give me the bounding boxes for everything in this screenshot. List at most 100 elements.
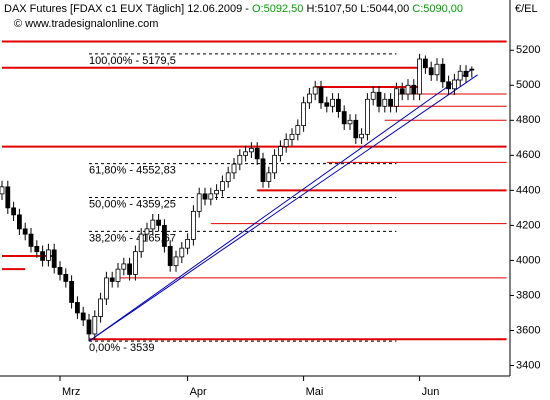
candle-body (243, 151, 249, 156)
candle-body (185, 238, 191, 249)
y-tick-label: 4200 (516, 219, 540, 231)
candle-body (92, 316, 98, 335)
trendline (88, 74, 478, 342)
candle-body (75, 302, 80, 314)
candle-body (376, 91, 382, 107)
candle-body (283, 139, 289, 147)
candle-body (306, 93, 312, 104)
candle-body (225, 172, 231, 183)
y-tick-label: 3600 (516, 324, 540, 336)
candle-body (202, 193, 208, 200)
candle-body (330, 98, 336, 107)
y-tick-label: 4600 (516, 149, 540, 161)
candle-body (254, 147, 260, 160)
candle-body (411, 84, 417, 95)
candle-body (219, 181, 225, 191)
x-tick-label: Mai (306, 386, 324, 398)
candle-body (98, 298, 103, 317)
y-tick-label: 4000 (516, 254, 540, 266)
candle-body (138, 233, 144, 253)
candle-body (208, 193, 214, 200)
title-part: C:5090,00 (412, 3, 463, 15)
candle-body (161, 224, 167, 247)
candle-body (393, 88, 399, 107)
candle-body (127, 263, 132, 275)
y-tick-label: 5000 (516, 79, 540, 91)
candle-body (388, 98, 394, 107)
candle-body (104, 277, 109, 300)
candle-body (63, 274, 69, 282)
candle-body (347, 119, 353, 125)
trendline (88, 69, 473, 342)
candle-body (451, 79, 457, 90)
candle-body (405, 84, 411, 95)
candle-body (173, 256, 179, 267)
candle-body (0, 186, 5, 195)
candle-body (272, 154, 278, 174)
candle-body (196, 193, 202, 212)
candle-body (266, 172, 272, 183)
candle-body (115, 268, 121, 282)
y-tick-label: 5200 (516, 44, 540, 56)
fib-label: 38,20% - 4165,67 (89, 232, 176, 244)
candle-body (231, 163, 237, 174)
fib-label: 61,80% - 4552,83 (89, 165, 176, 177)
candle-body (277, 146, 283, 156)
candle-body (359, 133, 365, 139)
candle-body (109, 277, 115, 282)
candle-body (248, 147, 254, 153)
candle-body (382, 98, 388, 107)
candle-body (150, 219, 156, 230)
candle-body (5, 186, 11, 209)
candle-body (295, 125, 301, 135)
candle-body (312, 86, 318, 95)
x-tick-label: Apr (190, 386, 207, 398)
x-tick-label: Mrz (62, 386, 80, 398)
fib-label: 50,00% - 4359,25 (89, 198, 176, 210)
candle-body (289, 133, 295, 140)
candle-body (364, 98, 370, 135)
candle-body (457, 70, 463, 81)
y-tick-label: 3800 (516, 289, 540, 301)
candle-body (260, 158, 266, 183)
fib-label: 0,00% - 3539 (89, 342, 154, 354)
candle-body (370, 91, 376, 100)
candle-body (121, 263, 127, 270)
candle-body (237, 154, 243, 165)
candle-body (353, 119, 359, 139)
candle-body (422, 58, 428, 69)
y-axis-label: €/EL (515, 3, 538, 15)
candle-body (446, 81, 452, 90)
candle-body (69, 281, 74, 303)
subtitle: © www.tradesignalonline.com (14, 18, 158, 30)
candle-body (11, 207, 17, 216)
chart-title: DAX Futures [FDAX c1 EUX Täglich] 12.06.… (4, 3, 463, 15)
candle-body (34, 246, 40, 253)
candle-body (318, 86, 324, 104)
y-tick-label: 4800 (516, 114, 540, 126)
candle-body (167, 246, 173, 267)
fib-label: 100,00% - 5179,5 (89, 55, 176, 67)
candle-body (190, 210, 196, 240)
candle-body (179, 247, 185, 258)
candle-body (214, 189, 220, 195)
candle-body (440, 63, 446, 83)
candle-body (40, 251, 45, 261)
candle-body (324, 102, 330, 107)
candle-body (469, 68, 475, 71)
candle-body (399, 88, 405, 95)
candle-body (80, 312, 86, 321)
candle-body (417, 58, 423, 95)
candle-body (51, 249, 57, 268)
candle-body (428, 67, 434, 76)
candle-body (144, 228, 150, 235)
candle-body (57, 267, 63, 275)
candle-body (132, 251, 138, 275)
candle-body (22, 228, 28, 235)
candle-body (301, 102, 307, 126)
candle-body (46, 249, 51, 261)
candle-body (434, 63, 440, 76)
candle-body (463, 70, 469, 77)
